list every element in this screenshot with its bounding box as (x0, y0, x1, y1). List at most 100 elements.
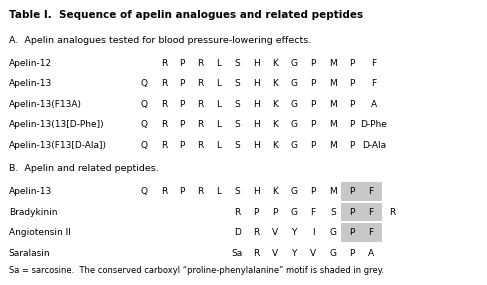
Text: H: H (253, 79, 260, 88)
Text: P: P (349, 59, 355, 68)
Text: P: P (310, 187, 316, 196)
Text: B.  Apelin and related peptides.: B. Apelin and related peptides. (9, 164, 158, 173)
FancyBboxPatch shape (341, 182, 363, 201)
Text: Table I.  Sequence of apelin analogues and related peptides: Table I. Sequence of apelin analogues an… (9, 10, 363, 20)
Text: L: L (216, 141, 221, 150)
Text: L: L (216, 59, 221, 68)
Text: G: G (330, 228, 337, 237)
FancyBboxPatch shape (360, 203, 382, 221)
Text: H: H (253, 141, 260, 150)
Text: Q: Q (140, 187, 147, 196)
Text: M: M (329, 187, 337, 196)
Text: K: K (272, 79, 278, 88)
FancyBboxPatch shape (341, 223, 363, 242)
Text: G: G (291, 59, 298, 68)
Text: P: P (179, 59, 185, 68)
Text: R: R (197, 120, 203, 129)
Text: S: S (234, 187, 240, 196)
FancyBboxPatch shape (341, 203, 363, 221)
Text: K: K (272, 59, 278, 68)
Text: G: G (291, 79, 298, 88)
Text: F: F (311, 207, 316, 217)
Text: R: R (197, 79, 203, 88)
Text: Apelin-12: Apelin-12 (9, 59, 52, 68)
Text: Q: Q (140, 100, 147, 109)
Text: A.  Apelin analogues tested for blood pressure-lowering effects.: A. Apelin analogues tested for blood pre… (9, 36, 311, 45)
Text: G: G (291, 100, 298, 109)
Text: P: P (349, 187, 355, 196)
Text: K: K (272, 141, 278, 150)
Text: P: P (349, 249, 355, 258)
Text: K: K (272, 100, 278, 109)
Text: F: F (372, 79, 376, 88)
Text: Y: Y (291, 249, 297, 258)
Text: G: G (291, 187, 298, 196)
Text: F: F (369, 228, 374, 237)
Text: Apelin-13(F13A): Apelin-13(F13A) (9, 100, 82, 109)
Text: Angiotensin II: Angiotensin II (9, 228, 71, 237)
Text: S: S (234, 79, 240, 88)
Text: M: M (329, 141, 337, 150)
FancyBboxPatch shape (360, 182, 382, 201)
Text: F: F (369, 207, 374, 217)
FancyBboxPatch shape (360, 223, 382, 242)
Text: R: R (161, 79, 167, 88)
Text: A: A (371, 100, 377, 109)
Text: P: P (179, 100, 185, 109)
Text: Y: Y (291, 228, 297, 237)
Text: R: R (197, 59, 203, 68)
Text: F: F (369, 187, 374, 196)
Text: P: P (310, 100, 316, 109)
Text: V: V (310, 249, 316, 258)
Text: Q: Q (140, 79, 147, 88)
Text: Q: Q (140, 120, 147, 129)
Text: R: R (389, 207, 395, 217)
Text: S: S (234, 141, 240, 150)
Text: P: P (310, 120, 316, 129)
Text: P: P (349, 207, 355, 217)
Text: R: R (253, 228, 259, 237)
Text: F: F (372, 59, 376, 68)
Text: H: H (253, 100, 260, 109)
Text: R: R (197, 187, 203, 196)
Text: P: P (272, 207, 278, 217)
Text: P: P (253, 207, 259, 217)
Text: D-Phe: D-Phe (360, 120, 388, 129)
Text: P: P (349, 100, 355, 109)
Text: P: P (349, 79, 355, 88)
Text: R: R (161, 100, 167, 109)
Text: Sa = sarcosine.  The conserved carboxyl “proline-phenylalanine” motif is shaded : Sa = sarcosine. The conserved carboxyl “… (9, 266, 384, 275)
Text: H: H (253, 120, 260, 129)
Text: P: P (179, 187, 185, 196)
Text: R: R (253, 249, 259, 258)
Text: D: D (234, 228, 241, 237)
Text: M: M (329, 120, 337, 129)
Text: R: R (161, 120, 167, 129)
Text: R: R (197, 100, 203, 109)
Text: M: M (329, 59, 337, 68)
Text: I: I (312, 228, 315, 237)
Text: L: L (216, 187, 221, 196)
Text: A: A (368, 249, 374, 258)
Text: R: R (234, 207, 240, 217)
Text: R: R (197, 141, 203, 150)
Text: H: H (253, 59, 260, 68)
Text: Sa: Sa (231, 249, 243, 258)
Text: L: L (216, 79, 221, 88)
Text: H: H (253, 187, 260, 196)
Text: R: R (161, 141, 167, 150)
Text: P: P (310, 141, 316, 150)
Text: L: L (216, 120, 221, 129)
Text: Q: Q (140, 141, 147, 150)
Text: Apelin-13(F13[D-Ala]): Apelin-13(F13[D-Ala]) (9, 141, 107, 150)
Text: Saralasin: Saralasin (9, 249, 50, 258)
Text: G: G (330, 249, 337, 258)
Text: P: P (179, 79, 185, 88)
Text: V: V (272, 228, 278, 237)
Text: P: P (349, 120, 355, 129)
Text: P: P (179, 120, 185, 129)
Text: R: R (161, 187, 167, 196)
Text: S: S (234, 59, 240, 68)
Text: Apelin-13: Apelin-13 (9, 79, 52, 88)
Text: Apelin-13(13[D-Phe]): Apelin-13(13[D-Phe]) (9, 120, 104, 129)
